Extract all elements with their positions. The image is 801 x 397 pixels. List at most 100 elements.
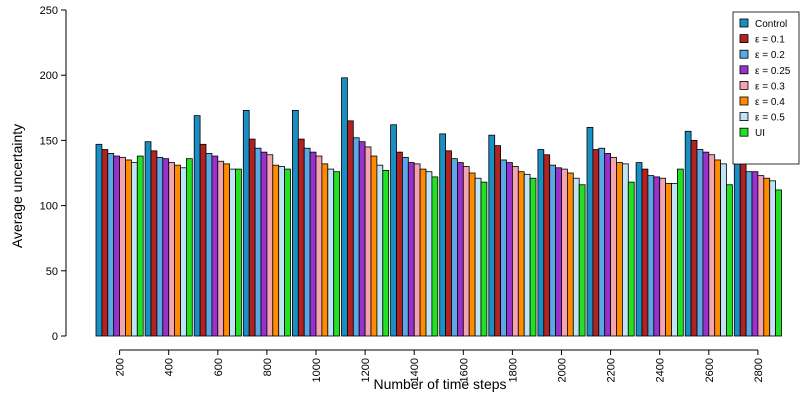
x-tick-label-800: 800 [262, 358, 274, 376]
bar-400-series-0 [144, 141, 152, 337]
bar-2400-series-2 [647, 175, 655, 337]
legend-swatch-5 [739, 96, 749, 106]
legend-swatch-7 [739, 127, 749, 137]
bar-600-series-4 [217, 160, 225, 337]
bar-2000-series-3 [555, 167, 562, 337]
bar-1600-series-7 [480, 181, 488, 337]
bar-600-series-5 [223, 163, 230, 337]
y-axis: 0 50 100 150 200 250 [40, 5, 67, 343]
bar-2600-series-7 [726, 184, 733, 337]
bar-2600-series-1 [690, 139, 698, 337]
bar-1600-series-1 [445, 150, 452, 337]
bar-2400-series-5 [665, 183, 672, 337]
bar-1200-series-2 [352, 137, 360, 337]
x-tick-label-200: 200 [115, 358, 127, 376]
bar-400-series-3 [162, 158, 170, 337]
x-tick-label-1600: 1600 [458, 358, 470, 382]
bar-1800-series-3 [506, 162, 513, 337]
legend-label-1: ε = 0.1 [755, 35, 785, 46]
bar-2200-series-2 [598, 147, 606, 337]
bar-1400-series-4 [413, 163, 421, 337]
bar-1800-series-5 [517, 171, 525, 337]
bar-1800-series-6 [523, 173, 531, 337]
bar-1600-series-3 [456, 162, 464, 337]
bar-2000-series-6 [572, 177, 580, 337]
bar-1200-series-1 [346, 120, 354, 337]
y-tick-label-0: 0 [52, 331, 58, 343]
bar-1400-series-3 [407, 162, 415, 337]
bar-1600-series-2 [451, 158, 458, 337]
bar-2800-series-4 [757, 175, 765, 337]
bar-200-series-5 [125, 159, 132, 337]
bar-1000-series-0 [291, 110, 299, 337]
legend-swatch-3 [739, 65, 749, 75]
bar-1400-series-7 [431, 176, 439, 337]
bar-1200-series-7 [382, 169, 390, 337]
bar-1800-series-2 [500, 159, 507, 337]
bar-2200-series-3 [604, 153, 612, 337]
x-tick-label-400: 400 [164, 358, 176, 376]
bar-800-series-0 [242, 110, 250, 337]
bar-600-series-7 [235, 168, 242, 337]
bar-2000-series-4 [561, 168, 568, 337]
bar-400-series-6 [180, 167, 187, 337]
bar-2200-series-0 [586, 126, 594, 337]
x-tick-label-2400: 2400 [655, 358, 667, 382]
bar-1400-series-2 [401, 156, 409, 337]
bar-800-series-5 [272, 164, 280, 337]
bar-2600-series-5 [714, 159, 722, 337]
x-tick-label-600: 600 [213, 358, 225, 376]
bar-1800-series-1 [494, 145, 502, 337]
bar-200-series-0 [95, 143, 103, 337]
bar-2000-series-0 [537, 149, 545, 337]
bar-1600-series-5 [468, 172, 476, 337]
bar-2000-series-5 [567, 172, 574, 337]
legend-label-7: UI [755, 128, 765, 139]
bar-400-series-7 [185, 158, 193, 337]
bar-2600-series-2 [696, 149, 704, 337]
legend-label-6: ε = 0.5 [755, 113, 785, 124]
bar-2800-series-1 [739, 163, 747, 337]
bar-2800-series-3 [751, 171, 759, 337]
bar-800-series-4 [266, 154, 274, 337]
bar-200-series-7 [136, 155, 144, 337]
bar-2000-series-7 [578, 184, 586, 337]
bar-400-series-1 [150, 150, 158, 337]
bar-800-series-3 [260, 151, 268, 337]
bar-2600-series-0 [684, 130, 692, 337]
bars-group [95, 77, 782, 337]
bar-2800-series-7 [775, 189, 782, 337]
bar-1400-series-1 [396, 151, 403, 337]
bar-400-series-4 [168, 162, 175, 337]
bar-1600-series-6 [474, 177, 482, 337]
bar-1000-series-7 [333, 171, 341, 337]
legend-label-5: ε = 0.4 [755, 97, 785, 108]
x-tick-label-2000: 2000 [557, 358, 569, 382]
bar-600-series-0 [193, 115, 201, 337]
bar-2800-series-0 [733, 151, 741, 337]
bar-1000-series-1 [297, 138, 305, 337]
bar-1200-series-3 [358, 141, 366, 337]
bar-600-series-2 [205, 153, 213, 337]
bar-2400-series-3 [653, 176, 661, 337]
bar-2600-series-4 [708, 154, 716, 337]
y-tick-label-200: 200 [40, 70, 58, 82]
bar-1200-series-4 [364, 146, 372, 337]
x-tick-label-1800: 1800 [507, 358, 519, 382]
bar-2200-series-6 [622, 163, 629, 337]
bar-1000-series-5 [321, 163, 329, 337]
legend-label-2: ε = 0.2 [755, 50, 785, 61]
bar-2800-series-5 [763, 177, 771, 337]
bar-2400-series-1 [641, 168, 649, 337]
legend-swatch-4 [739, 81, 749, 90]
bar-2200-series-7 [627, 181, 635, 337]
bar-2400-series-7 [677, 168, 684, 337]
bar-200-series-1 [101, 149, 109, 337]
bar-2400-series-6 [671, 183, 678, 337]
bar-1200-series-6 [376, 164, 384, 337]
bar-400-series-2 [156, 156, 164, 337]
x-axis: 200 400 600 800 1000 1200 1400 1600 1800 2000 2200… [115, 349, 765, 382]
legend: Control ε = 0.1 ε = 0.2 ε = 0.25 ε = 0.3 ε = … [732, 11, 800, 165]
x-tick-label-1400: 1400 [409, 358, 421, 382]
